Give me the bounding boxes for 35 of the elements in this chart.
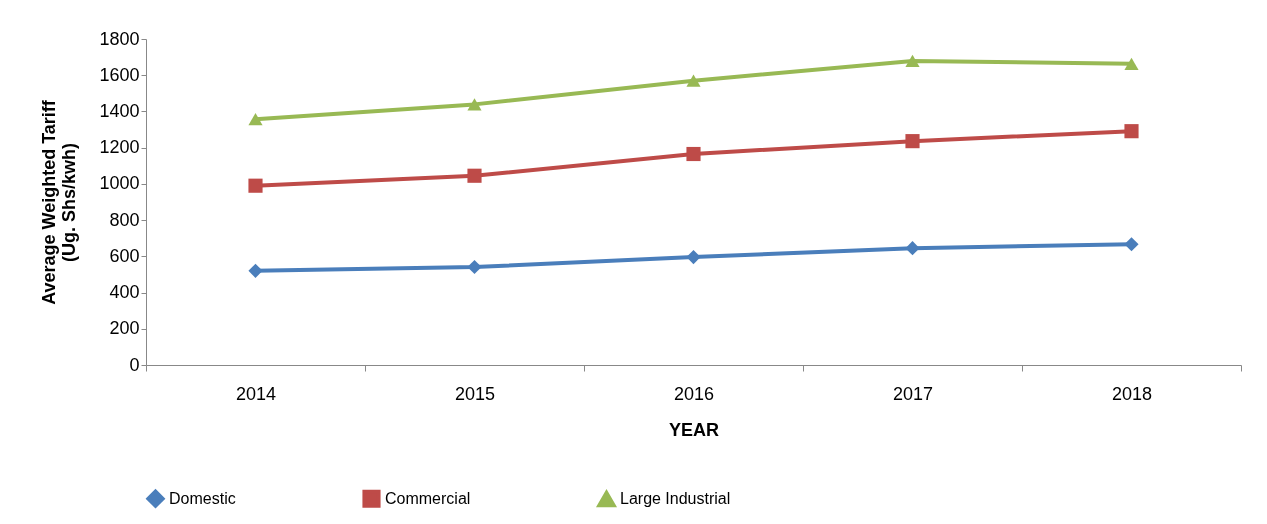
y-tick-label: 1200	[99, 137, 140, 158]
point	[905, 241, 920, 256]
y-tick-label: 1800	[99, 28, 140, 49]
x-tick-label: 2017	[892, 383, 934, 404]
y-tick-label: 400	[109, 282, 140, 303]
y-tick-label: 1600	[99, 64, 140, 85]
x-tick-label: 2014	[235, 383, 277, 404]
y-tick-label: 1000	[99, 173, 140, 194]
point	[467, 259, 482, 275]
point	[905, 54, 920, 68]
point	[467, 98, 482, 111]
point	[248, 178, 263, 193]
x-axis-title: YEAR	[668, 419, 720, 440]
point	[467, 168, 482, 183]
point	[1124, 124, 1139, 139]
point	[686, 146, 701, 162]
point	[686, 249, 701, 265]
point	[1124, 237, 1139, 252]
x-tick-label: 2016	[673, 383, 715, 404]
point	[686, 74, 701, 87]
y-tick-label: 1400	[99, 100, 140, 121]
point	[1124, 57, 1139, 70]
x-tick-label: 2015	[454, 383, 496, 404]
x-tick-label: 2018	[1111, 383, 1153, 404]
y-tick-label: 600	[109, 245, 140, 266]
point	[248, 263, 263, 278]
legend-label: Domestic	[169, 489, 236, 507]
point	[248, 113, 263, 126]
legend-label: Large Industrial	[620, 490, 731, 508]
y-tick-label: 800	[109, 209, 140, 230]
y-tick-label: 200	[109, 318, 140, 339]
y-tick-label: 0	[129, 354, 140, 375]
legend-label: Commercial	[385, 489, 471, 507]
y-axis-title: Average Weighted Tariff (Ug. Shs/kwh)	[39, 99, 80, 305]
point	[905, 134, 920, 149]
